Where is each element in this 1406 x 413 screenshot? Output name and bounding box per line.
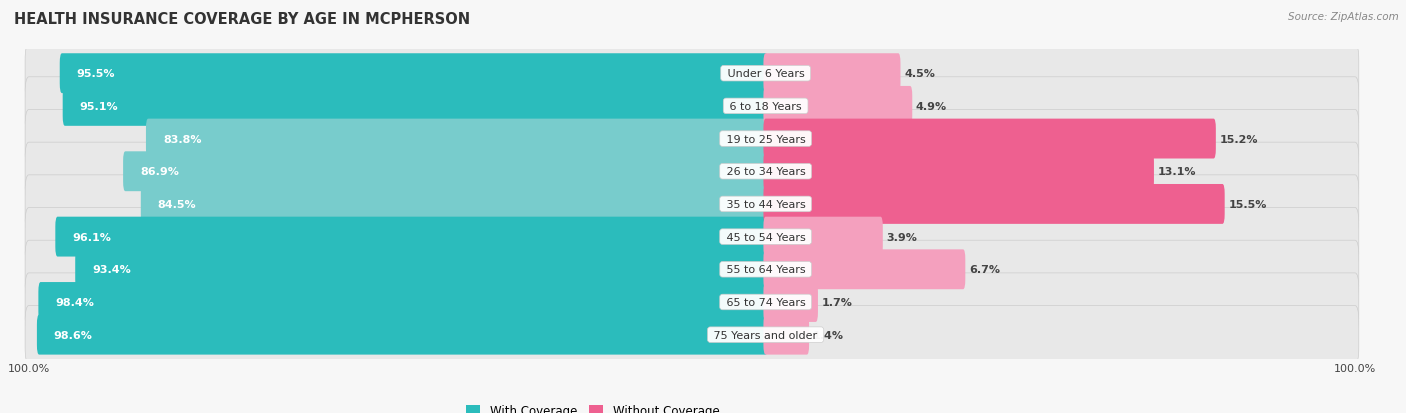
- Text: Under 6 Years: Under 6 Years: [724, 69, 808, 79]
- FancyBboxPatch shape: [25, 110, 1358, 168]
- FancyBboxPatch shape: [763, 315, 808, 355]
- FancyBboxPatch shape: [25, 78, 1358, 135]
- FancyBboxPatch shape: [55, 217, 768, 257]
- FancyBboxPatch shape: [146, 119, 768, 159]
- FancyBboxPatch shape: [25, 306, 1358, 364]
- Text: 95.5%: 95.5%: [77, 69, 115, 79]
- Text: 84.5%: 84.5%: [157, 199, 197, 209]
- FancyBboxPatch shape: [37, 315, 768, 355]
- FancyBboxPatch shape: [763, 185, 1225, 224]
- Text: 6.7%: 6.7%: [969, 265, 1000, 275]
- FancyBboxPatch shape: [75, 250, 768, 290]
- FancyBboxPatch shape: [25, 45, 1358, 103]
- Text: 55 to 64 Years: 55 to 64 Years: [723, 265, 808, 275]
- Text: 86.9%: 86.9%: [141, 167, 179, 177]
- FancyBboxPatch shape: [763, 217, 883, 257]
- FancyBboxPatch shape: [763, 282, 818, 322]
- FancyBboxPatch shape: [25, 241, 1358, 299]
- Text: 1.4%: 1.4%: [813, 330, 844, 340]
- FancyBboxPatch shape: [38, 282, 768, 322]
- Text: 15.2%: 15.2%: [1219, 134, 1258, 144]
- FancyBboxPatch shape: [763, 54, 900, 94]
- Text: Source: ZipAtlas.com: Source: ZipAtlas.com: [1288, 12, 1399, 22]
- Text: 65 to 74 Years: 65 to 74 Years: [723, 297, 808, 307]
- Text: 95.1%: 95.1%: [80, 102, 118, 112]
- FancyBboxPatch shape: [141, 185, 768, 224]
- Text: 98.4%: 98.4%: [55, 297, 94, 307]
- Text: 93.4%: 93.4%: [93, 265, 131, 275]
- Text: HEALTH INSURANCE COVERAGE BY AGE IN MCPHERSON: HEALTH INSURANCE COVERAGE BY AGE IN MCPH…: [14, 12, 470, 27]
- FancyBboxPatch shape: [25, 176, 1358, 233]
- Text: 75 Years and older: 75 Years and older: [710, 330, 821, 340]
- FancyBboxPatch shape: [124, 152, 768, 192]
- Text: 45 to 54 Years: 45 to 54 Years: [723, 232, 808, 242]
- Text: 1.7%: 1.7%: [821, 297, 852, 307]
- Text: 35 to 44 Years: 35 to 44 Years: [723, 199, 808, 209]
- FancyBboxPatch shape: [25, 273, 1358, 331]
- Text: 3.9%: 3.9%: [886, 232, 917, 242]
- FancyBboxPatch shape: [763, 87, 912, 126]
- FancyBboxPatch shape: [63, 87, 768, 126]
- FancyBboxPatch shape: [763, 250, 966, 290]
- Text: 4.9%: 4.9%: [915, 102, 948, 112]
- Legend: With Coverage, Without Coverage: With Coverage, Without Coverage: [461, 399, 724, 413]
- Text: 19 to 25 Years: 19 to 25 Years: [723, 134, 808, 144]
- Text: 98.6%: 98.6%: [53, 330, 93, 340]
- Text: 4.5%: 4.5%: [904, 69, 935, 79]
- FancyBboxPatch shape: [763, 119, 1216, 159]
- Text: 15.5%: 15.5%: [1229, 199, 1267, 209]
- Text: 96.1%: 96.1%: [72, 232, 111, 242]
- Text: 26 to 34 Years: 26 to 34 Years: [723, 167, 808, 177]
- Text: 83.8%: 83.8%: [163, 134, 201, 144]
- FancyBboxPatch shape: [59, 54, 768, 94]
- FancyBboxPatch shape: [25, 208, 1358, 266]
- FancyBboxPatch shape: [25, 143, 1358, 201]
- FancyBboxPatch shape: [763, 152, 1154, 192]
- Text: 6 to 18 Years: 6 to 18 Years: [725, 102, 806, 112]
- Text: 13.1%: 13.1%: [1157, 167, 1197, 177]
